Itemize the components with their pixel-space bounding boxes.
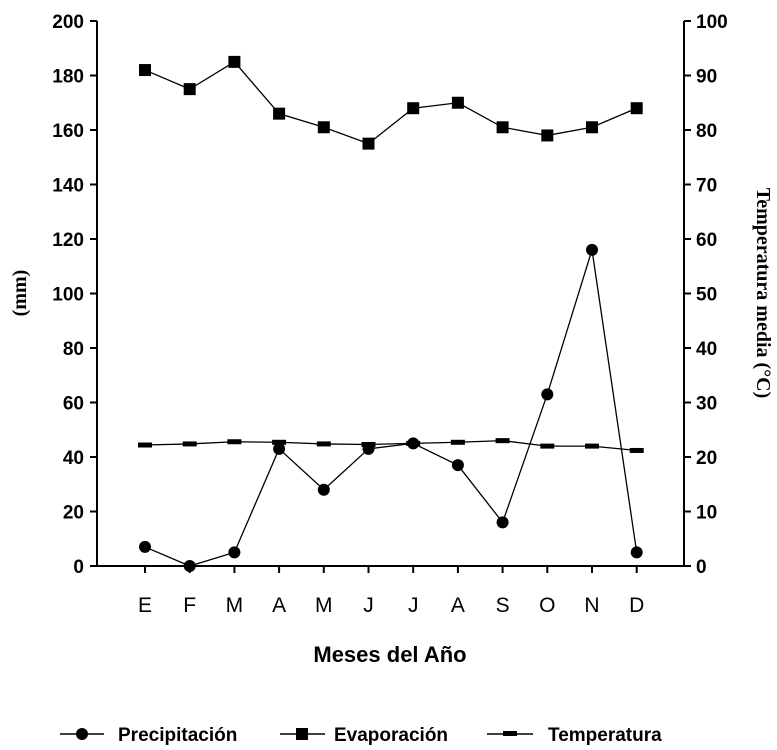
right-tick-label: 10 [696,503,717,524]
data-point-precipitacion [139,540,151,553]
left-tick-label: 0 [73,557,84,578]
series-line-temperatura [144,439,637,452]
data-point-temperatura [585,443,599,449]
data-point-evaporacion [407,102,420,115]
x-tick-label: J [408,594,419,617]
data-point-precipitacion [586,243,598,256]
legend-marker-evaporacion [296,728,308,740]
left-tick-label: 180 [52,67,84,88]
data-point-temperatura [450,439,465,445]
left-tick-label: 20 [63,503,84,524]
x-tick-label: F [183,594,196,617]
data-point-evaporacion [541,129,554,142]
right-tick-label: 90 [696,67,717,88]
data-point-precipitacion [630,546,643,559]
chart-legend: Precipitación Evaporación Temperatura [60,725,662,746]
data-point-temperatura [361,441,376,447]
left-tick-label: 60 [63,394,84,415]
right-tick-label: 0 [696,557,707,578]
data-point-precipitacion [317,483,330,496]
data-point-precipitacion [451,459,464,472]
left-tick-label: 80 [63,339,84,360]
left-tick-label: 120 [52,230,84,251]
data-point-temperatura [540,443,555,449]
x-tick-label: A [272,594,286,617]
chart-axes: 0 20 40 60 80 100 120 140 160 180 200 0 10 20 30 40 50 60… [52,12,727,617]
data-point-evaporacion [496,121,509,134]
data-point-temperatura [316,441,331,447]
data-point-evaporacion [139,64,151,77]
x-tick-label: M [315,594,333,617]
data-point-evaporacion [586,121,598,134]
data-point-precipitacion [273,442,286,455]
legend-item-precipitacion: Precipitación [60,725,237,746]
x-tick-label: A [451,594,465,617]
x-tick-label: J [363,594,374,617]
x-axis-title: Meses del Año [313,642,466,667]
legend-marker-precipitacion [76,728,88,740]
right-tick-label: 30 [696,394,717,415]
legend-label-temperatura: Temperatura [548,725,662,746]
data-point-temperatura [406,440,421,446]
right-tick-label: 60 [696,230,717,251]
right-tick-label: 80 [696,121,717,142]
data-point-evaporacion [451,96,464,109]
left-tick-label: 160 [52,121,84,142]
x-tick-label: E [138,594,152,617]
left-axis-title: (mm) [9,270,31,317]
data-point-temperatura [182,441,197,447]
series-line-evaporacion [144,61,637,145]
data-point-precipitacion [496,516,509,529]
left-tick-label: 140 [52,176,84,197]
x-tick-label: M [226,594,244,617]
data-point-precipitacion [183,560,196,572]
data-point-temperatura [495,438,510,444]
x-tick-label: N [584,594,599,617]
legend-marker-temperatura [503,731,517,736]
right-axis-title: Temperatura media (°C) [752,188,774,399]
right-tick-label: 20 [696,448,717,469]
data-point-evaporacion [228,55,241,68]
series-line-precipitacion [144,249,638,567]
data-point-temperatura [227,439,242,445]
right-tick-label: 40 [696,339,717,360]
data-point-evaporacion [317,121,330,134]
data-point-temperatura [272,439,287,445]
data-point-evaporacion [630,102,643,115]
x-tick-label: S [496,594,510,617]
legend-label-precipitacion: Precipitación [118,725,237,746]
data-point-evaporacion [273,107,286,120]
legend-label-evaporacion: Evaporación [334,725,448,746]
x-tick-label: D [629,594,644,617]
data-point-precipitacion [541,388,554,401]
chart-series [138,55,644,572]
left-tick-label: 100 [52,285,84,306]
left-tick-label: 200 [52,12,84,33]
right-tick-label: 50 [696,285,717,306]
data-point-evaporacion [183,83,196,96]
right-tick-label: 70 [696,176,717,197]
x-tick-label: O [539,594,555,617]
left-tick-label: 40 [63,448,84,469]
data-point-evaporacion [362,137,375,150]
data-point-temperatura [629,447,644,453]
data-point-temperatura [138,442,152,448]
right-tick-label: 100 [696,12,728,33]
legend-item-evaporacion: Evaporación [280,725,448,746]
data-point-precipitacion [228,546,241,559]
legend-item-temperatura: Temperatura [487,725,662,746]
